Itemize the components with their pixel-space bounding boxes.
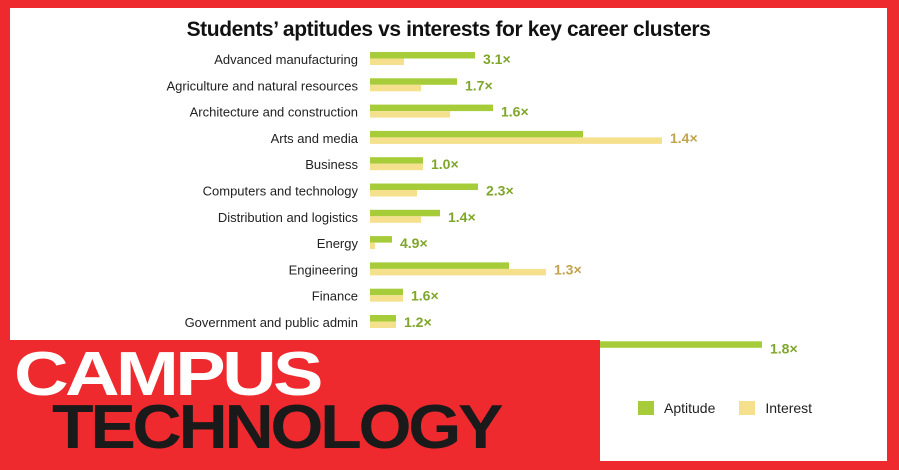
ratio-label: 2.3× bbox=[486, 183, 514, 199]
ratio-label: 1.4× bbox=[670, 130, 698, 146]
legend-label-aptitude: Aptitude bbox=[664, 400, 716, 416]
category-label: Architecture and construction bbox=[190, 105, 358, 120]
interest-bar bbox=[370, 295, 403, 302]
category-label: Energy bbox=[317, 236, 359, 251]
ratio-label: 1.4× bbox=[448, 209, 476, 225]
aptitude-bar bbox=[370, 315, 396, 322]
aptitude-bar bbox=[370, 209, 440, 217]
aptitude-bar bbox=[370, 78, 457, 85]
legend-swatch-interest bbox=[739, 401, 756, 415]
interest-bar bbox=[370, 137, 662, 144]
aptitude-bar bbox=[370, 52, 475, 59]
interest-bar bbox=[370, 190, 417, 197]
logo-line-campus: CAMPUS bbox=[14, 340, 323, 409]
legend-label-interest: Interest bbox=[765, 400, 813, 416]
ratio-label: 1.8× bbox=[770, 340, 798, 356]
interest-bar bbox=[370, 242, 375, 250]
campus-technology-logo: CAMPUS TECHNOLOGY bbox=[0, 340, 600, 470]
legend-item-aptitude: Aptitude bbox=[638, 400, 715, 416]
interest-bar bbox=[370, 163, 423, 171]
interest-bar bbox=[370, 321, 396, 328]
category-label: Advanced manufacturing bbox=[214, 52, 358, 67]
aptitude-bar bbox=[370, 288, 403, 296]
category-label: Distribution and logistics bbox=[218, 210, 359, 225]
aptitude-bar bbox=[370, 157, 423, 164]
ratio-label: 4.9× bbox=[400, 235, 428, 251]
ratio-label: 1.0× bbox=[431, 156, 459, 172]
interest-bar bbox=[370, 111, 450, 118]
interest-bar bbox=[370, 84, 421, 92]
category-label: Computers and technology bbox=[203, 184, 359, 199]
category-label: Government and public admin bbox=[185, 315, 358, 330]
chart-legend: Aptitude Interest bbox=[638, 400, 836, 416]
aptitude-bar bbox=[370, 130, 583, 138]
legend-item-interest: Interest bbox=[739, 400, 812, 416]
category-label: Arts and media bbox=[271, 131, 359, 146]
ratio-label: 1.6× bbox=[501, 104, 529, 120]
ratio-label: 1.2× bbox=[404, 314, 432, 330]
ratio-label: 3.1× bbox=[483, 51, 511, 67]
category-label: Business bbox=[305, 157, 358, 172]
logo-line-technology: TECHNOLOGY bbox=[52, 393, 504, 462]
ratio-label: 1.3× bbox=[554, 261, 582, 277]
aptitude-bar bbox=[370, 236, 392, 243]
legend-swatch-aptitude bbox=[638, 401, 654, 415]
interest-bar bbox=[370, 216, 421, 223]
category-label: Agriculture and natural resources bbox=[167, 78, 359, 93]
aptitude-bar bbox=[370, 104, 493, 112]
aptitude-bar bbox=[370, 183, 478, 190]
interest-bar bbox=[370, 58, 404, 65]
interest-bar bbox=[370, 268, 546, 276]
category-label: Engineering bbox=[289, 262, 358, 277]
ratio-label: 1.6× bbox=[411, 288, 439, 304]
ratio-label: 1.7× bbox=[465, 77, 493, 93]
chart-title: Students’ aptitudes vs interests for key… bbox=[186, 18, 711, 41]
aptitude-bar bbox=[370, 262, 509, 269]
category-label: Finance bbox=[312, 289, 358, 304]
